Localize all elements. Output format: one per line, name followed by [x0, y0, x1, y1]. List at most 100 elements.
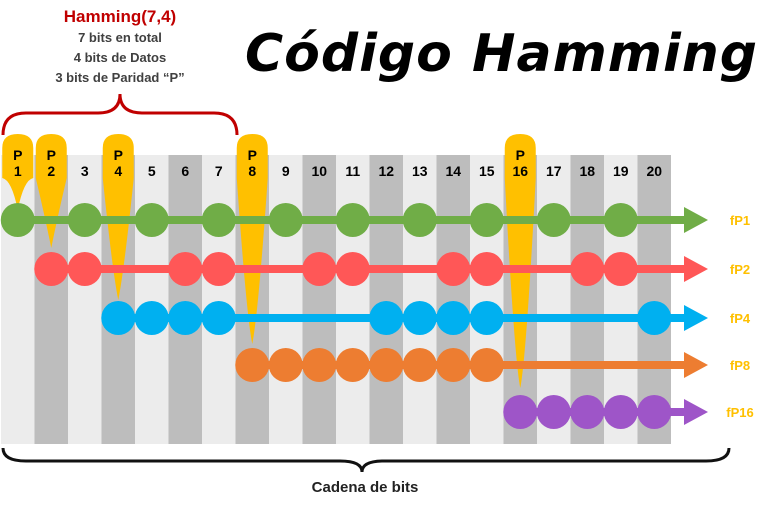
dot-fP4-14 — [436, 301, 471, 335]
parity-marker-8 — [236, 134, 268, 344]
column-bg-11 — [336, 155, 370, 444]
column-bg-3 — [68, 155, 102, 444]
dot-fP8-11 — [335, 348, 370, 382]
dot-fP16-17 — [536, 395, 571, 429]
hamming-data-bits: 4 bits de Datos — [73, 50, 167, 65]
column-bg-9 — [269, 155, 303, 444]
position-label-20: 20 — [646, 163, 662, 179]
dot-fP1-3 — [67, 203, 102, 237]
bit-string-label: Cadena de bits — [311, 479, 419, 496]
group-label-fP8: fP8 — [730, 358, 750, 373]
arrow-head-fP4 — [684, 305, 708, 331]
column-bg-13 — [403, 155, 437, 444]
dot-fP2-2 — [34, 252, 69, 286]
column-bg-12 — [369, 155, 403, 444]
bit-string-brace — [1, 447, 731, 473]
dot-fP16-19 — [603, 395, 638, 429]
group-label-fP4: fP4 — [730, 311, 751, 326]
position-label-1: 1 — [14, 163, 22, 179]
dot-fP1-17 — [536, 203, 571, 237]
dot-fP4-20 — [637, 301, 672, 335]
position-label-11: 11 — [345, 163, 360, 179]
dot-fP1-5 — [134, 203, 169, 237]
dot-fP2-15 — [469, 252, 504, 286]
dot-fP2-7 — [201, 252, 236, 286]
arrow-head-fP8 — [684, 352, 708, 378]
position-label-18: 18 — [579, 163, 595, 179]
position-label-14: 14 — [445, 163, 461, 179]
dot-fP8-12 — [369, 348, 404, 382]
dot-fP8-10 — [302, 348, 337, 382]
position-label-17: 17 — [546, 163, 562, 179]
position-label-3: 3 — [81, 163, 89, 179]
position-label-5: 5 — [148, 163, 156, 179]
dot-fP1-19 — [603, 203, 638, 237]
dot-fP8-15 — [469, 348, 504, 382]
dot-fP4-15 — [469, 301, 504, 335]
dot-fP2-6 — [168, 252, 203, 286]
dot-fP1-9 — [268, 203, 303, 237]
dot-fP2-14 — [436, 252, 471, 286]
position-label-13: 13 — [412, 163, 428, 179]
arrow-head-fP1 — [684, 207, 708, 233]
parity-letter-16: P — [516, 147, 525, 163]
dot-fP4-4 — [101, 301, 136, 335]
dot-fP2-3 — [67, 252, 102, 286]
dot-fP1-7 — [201, 203, 236, 237]
column-bg-14 — [436, 155, 470, 444]
position-label-16: 16 — [512, 163, 528, 179]
dot-fP8-9 — [268, 348, 303, 382]
dot-fP2-11 — [335, 252, 370, 286]
dot-fP4-7 — [201, 301, 236, 335]
dot-fP16-20 — [637, 395, 672, 429]
dot-fP4-5 — [134, 301, 169, 335]
position-label-8: 8 — [248, 163, 256, 179]
parity-marker-1 — [2, 134, 34, 210]
column-bg-10 — [302, 155, 336, 444]
column-bg-6 — [168, 155, 202, 444]
dot-fP1-13 — [402, 203, 437, 237]
hamming-total-bits: 7 bits en total — [78, 30, 162, 45]
position-label-6: 6 — [181, 163, 189, 179]
dot-fP2-10 — [302, 252, 337, 286]
parity-letter-2: P — [47, 147, 56, 163]
dot-fP8-14 — [436, 348, 471, 382]
hamming-code-title: Hamming(7,4) — [63, 7, 177, 26]
dot-fP1-11 — [335, 203, 370, 237]
parity-letter-1: P — [13, 147, 22, 163]
column-bg-7 — [202, 155, 236, 444]
position-label-10: 10 — [311, 163, 327, 179]
dot-fP2-18 — [570, 252, 605, 286]
position-label-2: 2 — [47, 163, 55, 179]
group-label-fP2: fP2 — [730, 262, 750, 277]
dot-fP8-13 — [402, 348, 437, 382]
group-label-fP16: fP16 — [726, 405, 753, 420]
dot-fP4-12 — [369, 301, 404, 335]
position-label-12: 12 — [378, 163, 394, 179]
parity-letter-8: P — [248, 147, 257, 163]
column-bg-15 — [470, 155, 504, 444]
dot-fP16-18 — [570, 395, 605, 429]
dot-fP4-6 — [168, 301, 203, 335]
page-title: Código Hamming — [245, 24, 759, 84]
position-label-9: 9 — [282, 163, 290, 179]
parity-letter-4: P — [114, 147, 123, 163]
parity-marker-16 — [504, 134, 536, 388]
column-bg-5 — [135, 155, 169, 444]
hamming-brace — [1, 93, 239, 136]
dot-fP1-15 — [469, 203, 504, 237]
position-label-19: 19 — [613, 163, 629, 179]
arrow-head-fP2 — [684, 256, 708, 282]
dot-fP1-1 — [0, 203, 35, 237]
position-label-15: 15 — [479, 163, 495, 179]
group-label-fP1: fP1 — [730, 213, 750, 228]
position-label-7: 7 — [215, 163, 223, 179]
position-label-4: 4 — [114, 163, 122, 179]
parity-marker-2 — [35, 134, 67, 248]
dot-fP8-8 — [235, 348, 270, 382]
arrow-head-fP16 — [684, 399, 708, 425]
dot-fP16-16 — [503, 395, 538, 429]
hamming-parity-bits: 3 bits de Paridad “P” — [55, 70, 185, 85]
